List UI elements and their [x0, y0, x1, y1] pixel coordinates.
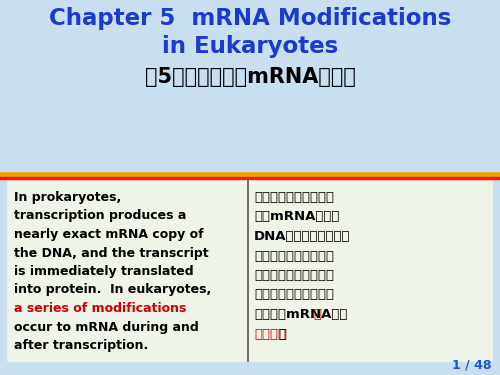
Bar: [8, 181, 492, 361]
Text: In prokaryotes,: In prokaryotes,: [14, 191, 121, 204]
Text: after transcription.: after transcription.: [14, 339, 148, 352]
Text: 。: 。: [278, 327, 286, 340]
Text: occur to mRNA during and: occur to mRNA during and: [14, 321, 199, 333]
Text: the DNA, and the transcript: the DNA, and the transcript: [14, 246, 208, 259]
Text: 转译成蛋白质。在真核: 转译成蛋白质。在真核: [254, 269, 334, 282]
Text: 这一转录产物会立即被: 这一转录产物会立即被: [254, 249, 334, 262]
Text: 生物中，转录时以及转: 生物中，转录时以及转: [254, 288, 334, 302]
Text: 1 / 48: 1 / 48: [452, 358, 492, 371]
Text: transcription produces a: transcription produces a: [14, 210, 186, 222]
Text: in Eukaryotes: in Eukaryotes: [162, 35, 338, 58]
Text: nearly exact mRNA copy of: nearly exact mRNA copy of: [14, 228, 203, 241]
Text: 生的mRNA几乎是: 生的mRNA几乎是: [254, 210, 340, 224]
Text: 一: 一: [314, 308, 322, 321]
Text: 系列修饰: 系列修饰: [254, 327, 286, 340]
Text: a series of modifications: a series of modifications: [14, 302, 186, 315]
Text: 录后会对mRNA进行: 录后会对mRNA进行: [254, 308, 348, 321]
Text: into protein.  In eukaryotes,: into protein. In eukaryotes,: [14, 284, 211, 297]
Text: 第5章　真核生物mRNA的修饰: 第5章 真核生物mRNA的修饰: [144, 67, 356, 87]
Text: is immediately translated: is immediately translated: [14, 265, 194, 278]
Text: Chapter 5  mRNA Modifications: Chapter 5 mRNA Modifications: [49, 7, 451, 30]
Text: 在原核生物中，转录产: 在原核生物中，转录产: [254, 191, 334, 204]
Text: DNA的准确拷贝，并且: DNA的准确拷贝，并且: [254, 230, 350, 243]
